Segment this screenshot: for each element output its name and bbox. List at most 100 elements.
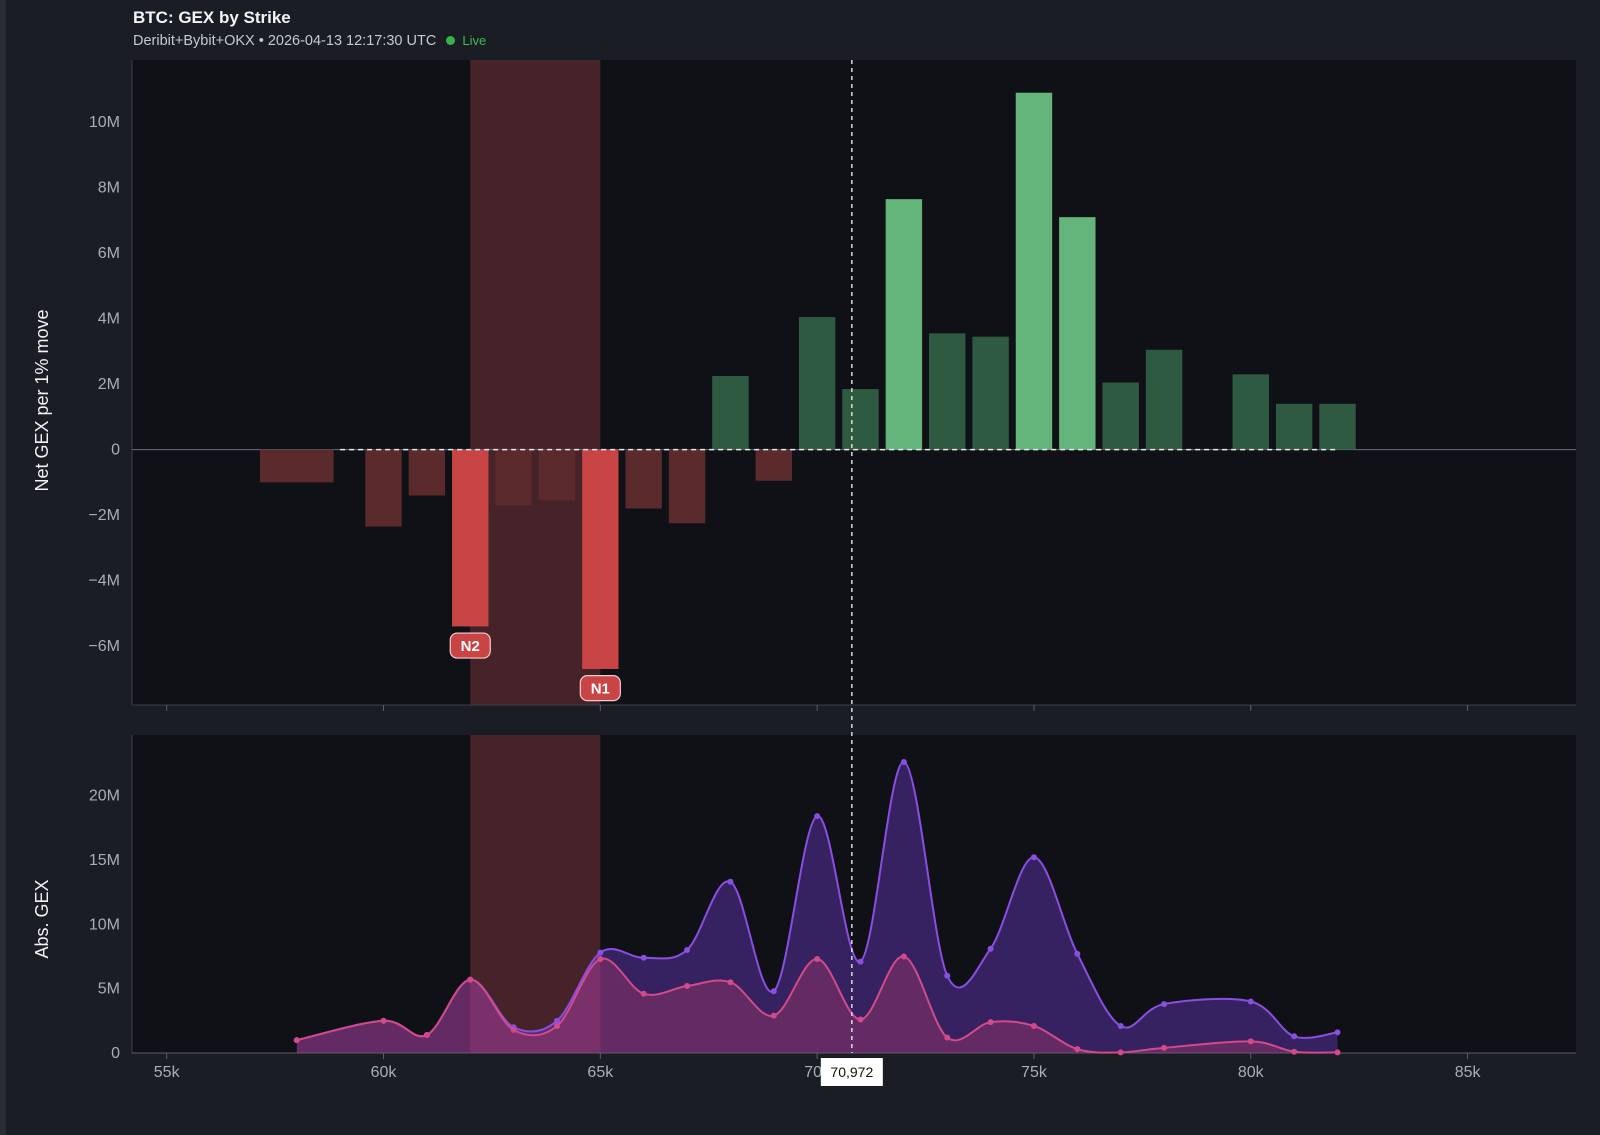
abs-gex-negative-point: [1161, 1044, 1168, 1051]
crosshair-value-label: 70,972: [820, 1058, 883, 1086]
abs-gex-y-tick-label: 0: [111, 1045, 120, 1062]
x-tick-label: 65k: [587, 1064, 614, 1081]
abs-gex-negative-point: [640, 990, 647, 997]
abs-gex-negative-point: [900, 953, 907, 960]
gex-bar[interactable]: [842, 389, 879, 450]
abs-gex-total-point: [770, 988, 777, 995]
crosshair-label-text: 70,972: [830, 1064, 873, 1080]
gex-bar[interactable]: [538, 449, 576, 501]
abs-gex-negative-point: [510, 1026, 517, 1033]
abs-gex-y-tick-label: 10M: [89, 916, 120, 933]
marker-badge-bg: [449, 632, 491, 659]
gex-bar[interactable]: [259, 449, 334, 483]
gex-bar[interactable]: [1059, 217, 1096, 450]
abs-gex-negative-point: [944, 1034, 951, 1041]
abs-gex-total-point: [684, 947, 691, 954]
gex-bar[interactable]: [755, 449, 792, 481]
abs-gex-total-point: [1117, 1022, 1124, 1029]
abs-gex-negative-point: [857, 1016, 864, 1023]
marker-badge-label: N1: [591, 681, 610, 698]
gex-bar[interactable]: [1275, 403, 1313, 450]
x-tick-label: 85k: [1455, 1064, 1482, 1081]
abs-gex-y-tick-label: 5M: [98, 981, 120, 998]
x-tick-label: 80k: [1238, 1064, 1265, 1081]
abs-gex-total-point: [814, 813, 821, 820]
x-tick-label: 75k: [1021, 1064, 1048, 1081]
net-gex-y-tick-label: 10M: [89, 114, 120, 131]
net-gex-y-tick-label: 6M: [98, 245, 120, 262]
net-gex-y-tick-label: 4M: [98, 311, 120, 328]
abs-gex-negative-point: [380, 1017, 387, 1024]
abs-gex-y-tick-label: 15M: [89, 852, 120, 869]
abs-gex-total-point: [900, 759, 907, 766]
gex-bar[interactable]: [1102, 382, 1139, 450]
net-gex-y-tick-label: −2M: [88, 507, 120, 524]
crosshair-label-bg: [820, 1058, 883, 1086]
gex-bar[interactable]: [408, 449, 446, 496]
panel-edge: [0, 0, 6, 1135]
abs-gex-negative-point: [987, 1019, 994, 1026]
live-status-label: Live: [462, 33, 487, 48]
abs-gex-negative-point: [1291, 1048, 1298, 1055]
abs-gex-total-point: [1334, 1029, 1341, 1036]
gex-bar[interactable]: [972, 336, 1009, 450]
abs-gex-total-point: [597, 949, 604, 956]
abs-gex-negative-point: [423, 1031, 430, 1038]
abs-gex-total-area: [296, 762, 1338, 1053]
abs-gex-total-point: [1074, 950, 1081, 957]
gex-bar[interactable]: [582, 449, 619, 669]
abs-gex-negative-point: [597, 956, 604, 963]
net-gex-y-tick-label: 0: [111, 442, 120, 459]
net-gex-y-tick-label: 2M: [98, 376, 120, 393]
abs-gex-total-point: [1291, 1033, 1298, 1040]
abs-gex-negative-point: [467, 976, 474, 983]
abs-gex-negative-point: [553, 1022, 560, 1029]
abs-gex-negative-point: [770, 1012, 777, 1019]
data-sources: Deribit+Bybit+OKX: [133, 33, 255, 49]
x-tick-label: 55k: [154, 1064, 181, 1081]
abs-gex-negative-point: [1247, 1038, 1254, 1045]
abs-gex-total-point: [857, 958, 864, 965]
abs-gex-negative-point: [1334, 1049, 1341, 1056]
x-tick-label: 60k: [371, 1064, 398, 1081]
gex-bar[interactable]: [495, 449, 532, 506]
gex-bar[interactable]: [1015, 92, 1053, 450]
marker-badge-n1: N1: [579, 675, 621, 702]
abs-gex-total-point: [987, 945, 994, 952]
abs-gex-negative-point: [293, 1037, 300, 1044]
abs-gex-negative-point: [1117, 1049, 1124, 1056]
timestamp: 2026-04-13 12:17:30 UTC: [267, 33, 437, 49]
gex-bar[interactable]: [1145, 349, 1183, 450]
marker-badge-bg: [579, 675, 621, 702]
abs-gex-negative-point: [727, 979, 734, 986]
highlight-zone-top: [470, 60, 601, 705]
marker-badge-n2: N2: [449, 632, 491, 659]
abs-gex-total-point: [1161, 1001, 1168, 1008]
abs-gex-total-point: [1247, 998, 1254, 1005]
gex-bar[interactable]: [712, 375, 749, 450]
abs-gex-total-point: [640, 954, 647, 961]
live-status-dot-icon: [446, 36, 456, 45]
marker-badge-label: N2: [461, 638, 480, 655]
gex-bar[interactable]: [885, 199, 923, 450]
gex-bar[interactable]: [1319, 403, 1356, 450]
abs-gex-total-point: [727, 878, 734, 885]
abs-gex-negative-point: [1074, 1046, 1081, 1053]
net-gex-y-tick-label: −4M: [88, 573, 120, 590]
abs-gex-total-point: [553, 1017, 560, 1024]
gex-bar[interactable]: [452, 449, 489, 627]
abs-gex-y-axis-title: Abs. GEX: [32, 879, 52, 958]
abs-gex-y-tick-label: 20M: [89, 788, 120, 805]
gex-bar[interactable]: [625, 449, 662, 509]
gex-bar[interactable]: [929, 333, 966, 450]
abs-gex-total-point: [944, 972, 951, 979]
gex-bar[interactable]: [1232, 374, 1269, 450]
gex-bar[interactable]: [365, 449, 402, 527]
abs-gex-negative-point: [814, 956, 821, 963]
net-gex-y-tick-label: 8M: [98, 180, 120, 197]
gex-bar[interactable]: [668, 449, 706, 524]
net-gex-y-axis-title: Net GEX per 1% move: [32, 309, 52, 491]
gex-bar[interactable]: [798, 317, 836, 450]
separator: •: [258, 33, 264, 49]
